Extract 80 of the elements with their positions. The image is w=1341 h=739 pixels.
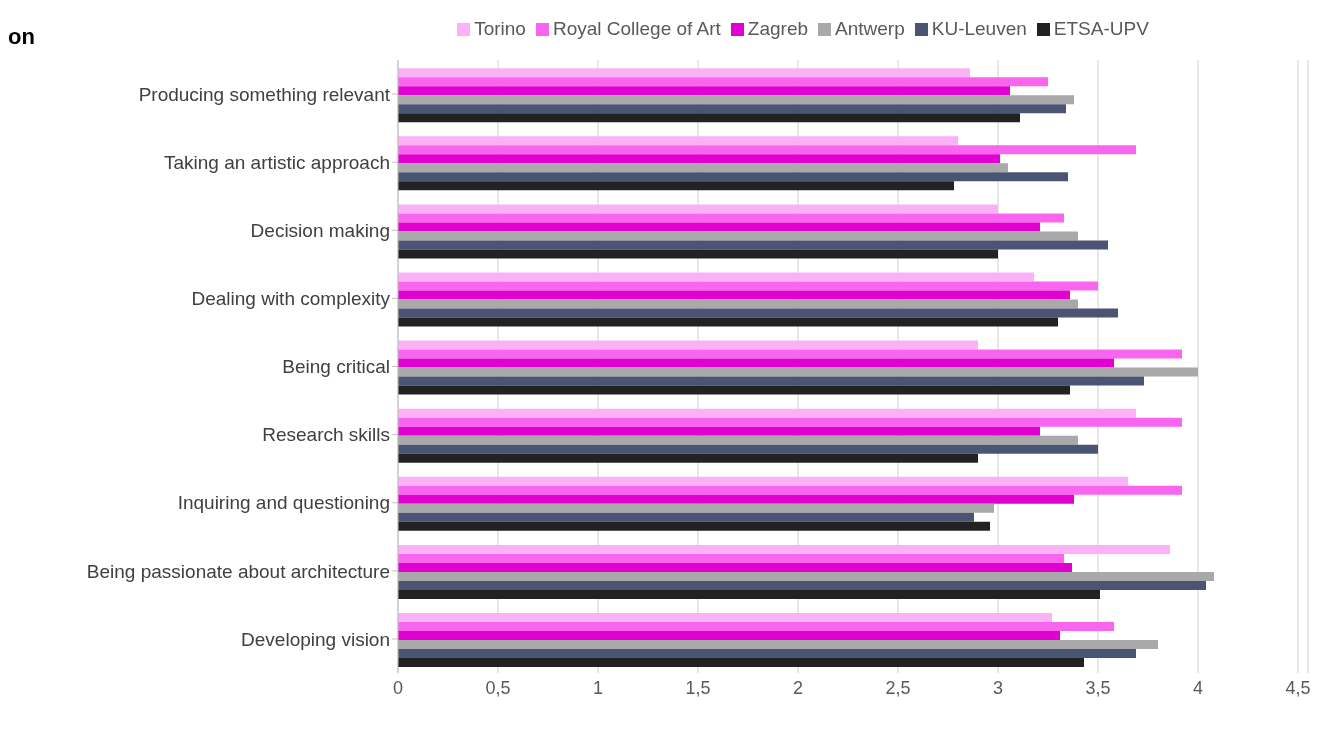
legend-label: Royal College of Art <box>552 18 721 39</box>
y-tick-label: Being passionate about architecture <box>86 560 390 582</box>
bar <box>398 281 1098 291</box>
bar <box>398 622 1114 632</box>
bar <box>398 163 1008 173</box>
bar <box>398 172 1068 182</box>
x-tick-label: 3,5 <box>1085 677 1111 698</box>
bar <box>398 385 1070 395</box>
y-tick-label: Developing vision <box>241 628 390 650</box>
legend-label: Torino <box>474 18 526 39</box>
bar <box>398 589 1100 599</box>
bar <box>398 367 1198 377</box>
x-tick-label: 2 <box>792 677 804 698</box>
x-tick-label: 3 <box>992 677 1004 698</box>
y-tick-label: Research skills <box>262 424 390 446</box>
y-tick-label: Decision making <box>250 220 390 242</box>
bar <box>398 181 954 191</box>
bar <box>398 272 1034 282</box>
y-tick-label: Dealing with complexity <box>191 288 391 310</box>
bar <box>398 290 1070 300</box>
bar <box>398 512 974 522</box>
bar <box>398 408 1136 418</box>
bar <box>398 113 1020 123</box>
bar <box>398 249 998 259</box>
bar <box>398 154 1000 164</box>
bar <box>398 640 1158 650</box>
bar <box>398 204 998 214</box>
y-tick-label: Producing something relevant <box>138 83 391 105</box>
x-tick-label: 2,5 <box>885 677 911 698</box>
bar <box>398 417 1182 427</box>
bar <box>398 571 1214 581</box>
bar <box>398 376 1144 386</box>
bar <box>398 503 994 513</box>
bar <box>398 494 1074 504</box>
bar <box>398 308 1118 318</box>
x-tick-label: 1,5 <box>685 677 711 698</box>
bar <box>398 649 1136 659</box>
bar <box>398 77 1048 87</box>
legend-label: ETSA-UPV <box>1053 18 1149 39</box>
text: on <box>8 24 35 50</box>
bar <box>398 299 1078 309</box>
bar <box>398 213 1064 223</box>
bar <box>398 358 1114 368</box>
bar <box>398 317 1058 327</box>
x-tick-label: 4 <box>1192 677 1204 698</box>
bar <box>398 86 1010 96</box>
x-tick-label: 0 <box>392 677 404 698</box>
bar <box>398 631 1060 641</box>
y-tick-label: Being critical <box>282 356 390 378</box>
legend-label: Antwerp <box>835 18 905 39</box>
legend-label: Zagreb <box>747 18 809 39</box>
bar <box>398 95 1074 105</box>
bar <box>398 231 1078 241</box>
legend-label: KU-Leuven <box>931 18 1027 39</box>
bar <box>398 68 970 78</box>
bar <box>398 222 1040 232</box>
bar <box>398 553 1064 563</box>
y-tick-label: Taking an artistic approach <box>163 151 390 173</box>
bar <box>398 613 1052 623</box>
bar <box>398 580 1206 590</box>
bar <box>398 136 958 146</box>
bar <box>398 349 1182 359</box>
bar <box>398 145 1136 155</box>
bar <box>398 426 1040 436</box>
bar <box>398 544 1170 554</box>
bar <box>398 453 978 463</box>
bar <box>398 521 990 531</box>
bar <box>398 104 1066 114</box>
bar <box>398 562 1072 572</box>
y-tick-label: Inquiring and questioning <box>177 492 390 514</box>
bar <box>398 476 1128 486</box>
bar <box>398 340 978 350</box>
bar <box>398 485 1182 495</box>
bar <box>398 240 1108 250</box>
x-tick-label: 4,5 <box>1285 677 1311 698</box>
x-tick-label: 1 <box>592 677 604 698</box>
bar <box>398 658 1084 668</box>
bar <box>398 435 1078 445</box>
x-tick-label: 0,5 <box>485 677 511 698</box>
bar <box>398 444 1098 454</box>
